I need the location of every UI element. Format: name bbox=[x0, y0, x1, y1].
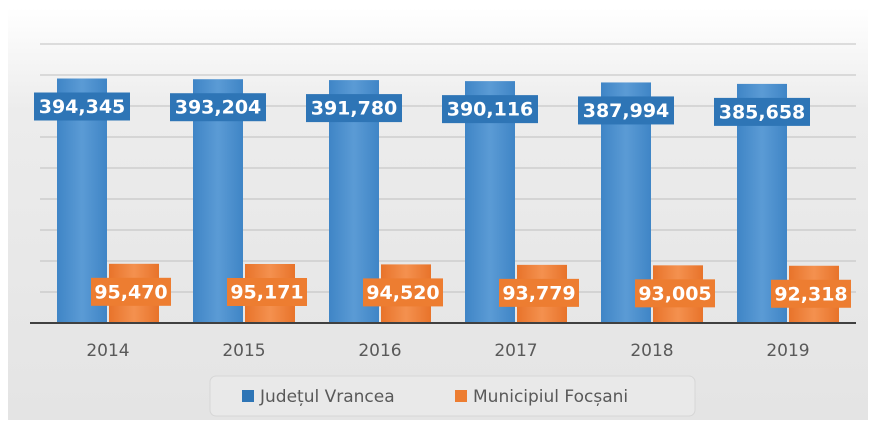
x-tick-label: 2015 bbox=[222, 341, 265, 361]
value-label-box bbox=[578, 96, 674, 125]
value-label-box bbox=[771, 279, 851, 308]
x-tick-label: 2017 bbox=[494, 341, 537, 361]
value-label: 393,204 bbox=[175, 97, 262, 119]
legend-label: Județul Vrancea bbox=[259, 387, 395, 407]
x-tick-label: 2019 bbox=[766, 341, 809, 361]
value-label: 92,318 bbox=[774, 283, 847, 305]
value-label-box bbox=[306, 94, 402, 123]
value-label-box bbox=[499, 278, 579, 307]
value-label: 390,116 bbox=[447, 99, 534, 121]
value-label: 391,780 bbox=[311, 98, 398, 120]
value-label-box bbox=[363, 278, 443, 307]
x-tick-label: 2016 bbox=[358, 341, 401, 361]
value-label: 93,005 bbox=[638, 283, 711, 305]
value-label-box bbox=[227, 277, 307, 306]
legend-swatch bbox=[455, 390, 467, 402]
value-label: 394,345 bbox=[39, 96, 126, 118]
value-label-box bbox=[714, 97, 810, 126]
legend-box bbox=[209, 375, 696, 417]
value-label-box bbox=[635, 279, 715, 308]
x-tick-label: 2018 bbox=[630, 341, 673, 361]
x-tick-label: 2014 bbox=[86, 341, 129, 361]
value-label: 95,171 bbox=[230, 281, 303, 303]
value-label-box bbox=[91, 277, 171, 306]
value-label-box bbox=[442, 95, 538, 124]
legend-swatch bbox=[242, 390, 254, 402]
value-label: 93,779 bbox=[502, 282, 575, 304]
value-label-box bbox=[34, 92, 130, 121]
value-label: 385,658 bbox=[719, 101, 806, 123]
legend-label: Municipiul Focșani bbox=[473, 387, 628, 407]
value-label: 94,520 bbox=[366, 282, 439, 304]
value-label: 387,994 bbox=[583, 100, 670, 122]
value-label-box bbox=[170, 93, 266, 122]
chart-background bbox=[8, 8, 868, 420]
value-label: 95,470 bbox=[94, 281, 167, 303]
